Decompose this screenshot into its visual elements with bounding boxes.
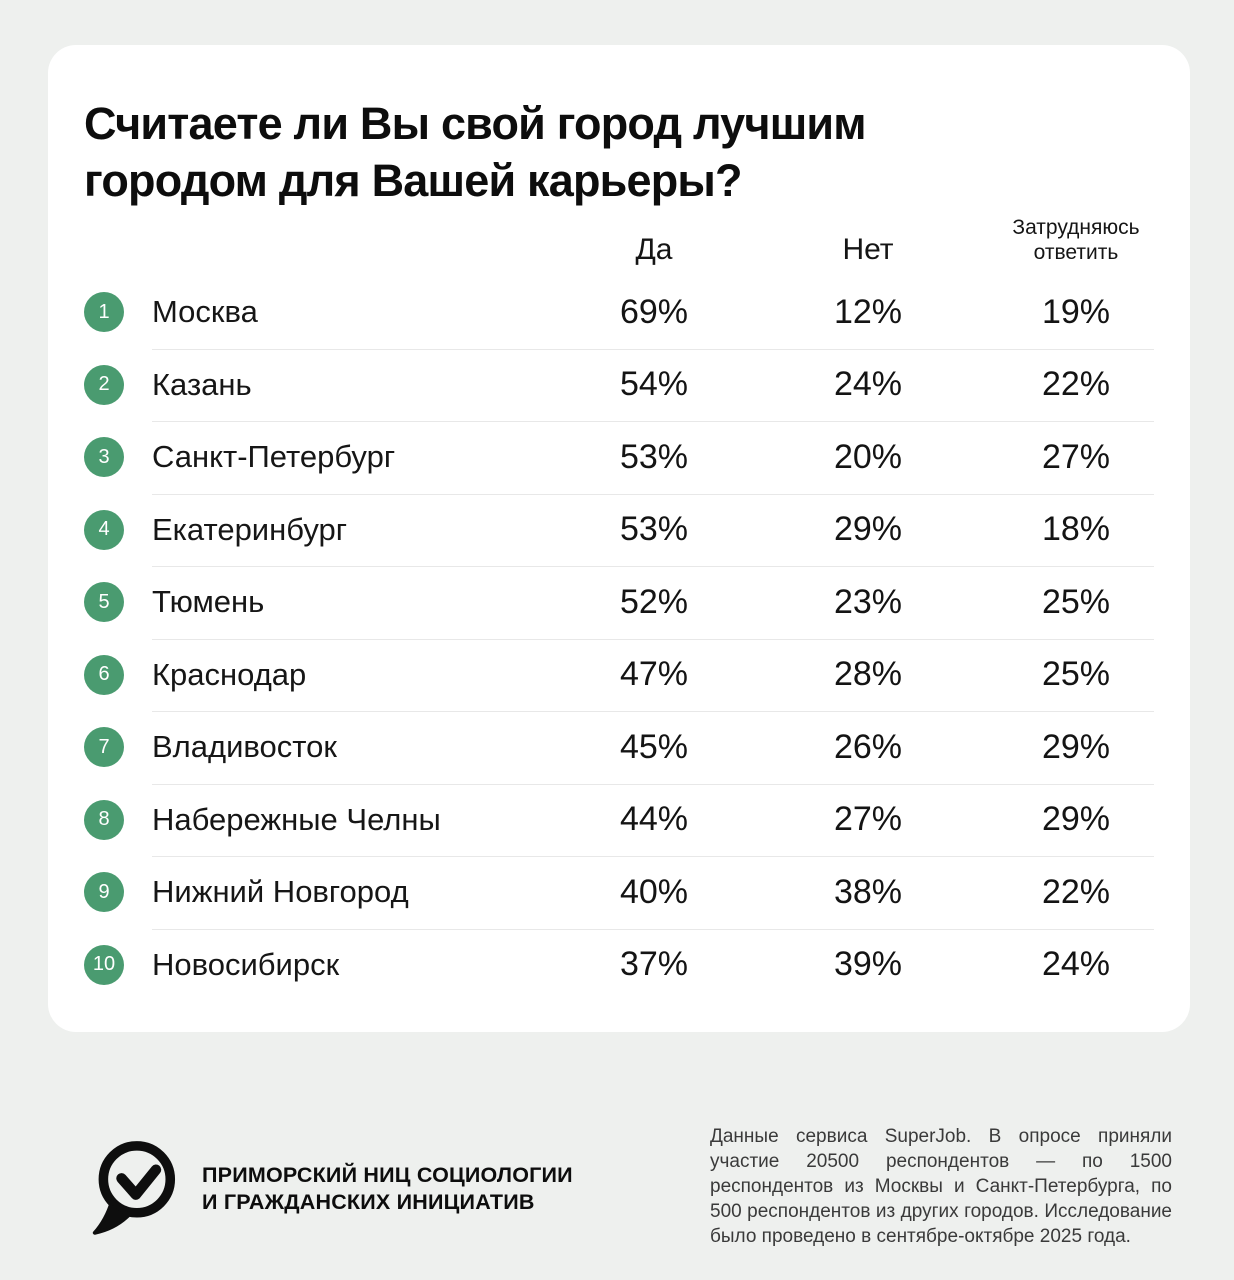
table-row: 9 Нижний Новгород 40% 38% 22% <box>84 856 1154 929</box>
table-row: 4 Екатеринбург 53% 29% 18% <box>84 493 1154 567</box>
rank-badge: 6 <box>84 654 124 695</box>
title-line-2: городом для Вашей карьеры? <box>84 155 743 206</box>
organization-name: ПРИМОРСКИЙ НИЦ СОЦИОЛОГИИ И ГРАЖДАНСКИХ … <box>202 1162 573 1216</box>
table-row: 5 Тюмень 52% 23% 25% <box>84 566 1154 639</box>
table-row: 7 Владивосток 45% 26% 29% <box>84 711 1154 784</box>
column-header-no: Нет <box>842 233 894 266</box>
table-row: 2 Казань 54% 24% 22% <box>84 348 1154 422</box>
value-undecided: 18% <box>1041 510 1111 549</box>
column-header-undecided: Затрудняюсь ответить <box>1012 216 1140 264</box>
title-line-1: Считаете ли Вы свой город лучшим <box>84 98 867 149</box>
city-name: Казань <box>152 366 252 402</box>
city-name: Тюмень <box>152 584 265 620</box>
value-undecided: 27% <box>1041 437 1111 476</box>
rank-badge: 1 <box>84 292 124 333</box>
table-row: 3 Санкт-Петербург 53% 20% 27% <box>84 421 1154 494</box>
value-no: 39% <box>833 945 903 984</box>
value-no: 27% <box>833 800 903 839</box>
rank-badge: 9 <box>84 872 124 913</box>
city-name: Владивосток <box>152 729 337 765</box>
rank-badge: 2 <box>84 364 124 405</box>
value-yes: 54% <box>619 365 689 404</box>
value-yes: 52% <box>619 582 689 621</box>
column-header-yes: Да <box>635 233 673 266</box>
value-undecided: 29% <box>1041 727 1111 766</box>
rank-badge: 5 <box>84 582 124 623</box>
value-yes: 53% <box>619 437 689 476</box>
value-yes: 47% <box>619 655 689 694</box>
value-yes: 53% <box>619 510 689 549</box>
value-no: 24% <box>833 365 903 404</box>
table-row: 1 Москва 69% 12% 19% <box>84 276 1154 349</box>
speech-bubble-check-icon <box>90 1136 176 1241</box>
value-no: 20% <box>833 437 903 476</box>
value-yes: 40% <box>619 872 689 911</box>
value-undecided: 25% <box>1041 582 1111 621</box>
source-note: Данные сервиса SuperJob. В опросе принял… <box>710 1126 1172 1247</box>
value-no: 29% <box>833 510 903 549</box>
value-yes: 44% <box>619 800 689 839</box>
value-undecided: 22% <box>1041 872 1111 911</box>
value-yes: 37% <box>619 945 689 984</box>
value-undecided: 19% <box>1041 292 1111 331</box>
value-no: 23% <box>833 582 903 621</box>
city-name: Новосибирск <box>152 946 340 982</box>
table-row: 10 Новосибирск 37% 39% 24% <box>84 928 1154 1002</box>
city-name: Екатеринбург <box>152 511 348 547</box>
city-name: Краснодар <box>152 656 307 692</box>
value-undecided: 22% <box>1041 365 1111 404</box>
value-undecided: 24% <box>1041 945 1111 984</box>
table-header: Да Нет Затрудняюсь ответить <box>84 211 1154 276</box>
value-undecided: 25% <box>1041 655 1111 694</box>
org-line-2: И ГРАЖДАНСКИХ ИНИЦИАТИВ <box>202 1189 535 1214</box>
page-title: Считаете ли Вы свой город лучшим городом… <box>84 95 1154 209</box>
rank-badge: 8 <box>84 799 124 840</box>
rank-badge: 7 <box>84 727 124 768</box>
value-no: 28% <box>833 655 903 694</box>
footer: ПРИМОРСКИЙ НИЦ СОЦИОЛОГИИ И ГРАЖДАНСКИХ … <box>90 1122 1172 1249</box>
value-no: 26% <box>833 727 903 766</box>
value-yes: 69% <box>619 292 689 331</box>
survey-card: Считаете ли Вы свой город лучшим городом… <box>48 45 1190 1032</box>
value-no: 38% <box>833 872 903 911</box>
table-row: 6 Краснодар 47% 28% 25% <box>84 638 1154 712</box>
city-name: Набережные Челны <box>152 801 441 837</box>
value-undecided: 29% <box>1041 800 1111 839</box>
org-line-1: ПРИМОРСКИЙ НИЦ СОЦИОЛОГИИ <box>202 1162 573 1187</box>
rank-badge: 3 <box>84 437 124 478</box>
value-yes: 45% <box>619 727 689 766</box>
value-no: 12% <box>833 292 903 331</box>
city-name: Москва <box>152 294 258 330</box>
table-row: 8 Набережные Челны 44% 27% 29% <box>84 783 1154 857</box>
rank-badge: 4 <box>84 509 124 550</box>
city-name: Санкт-Петербург <box>152 439 396 475</box>
rank-badge: 10 <box>84 944 124 985</box>
survey-table: Да Нет Затрудняюсь ответить 1 Москва 69%… <box>84 211 1154 1001</box>
brand: ПРИМОРСКИЙ НИЦ СОЦИОЛОГИИ И ГРАЖДАНСКИХ … <box>90 1136 573 1241</box>
city-name: Нижний Новгород <box>152 874 409 910</box>
